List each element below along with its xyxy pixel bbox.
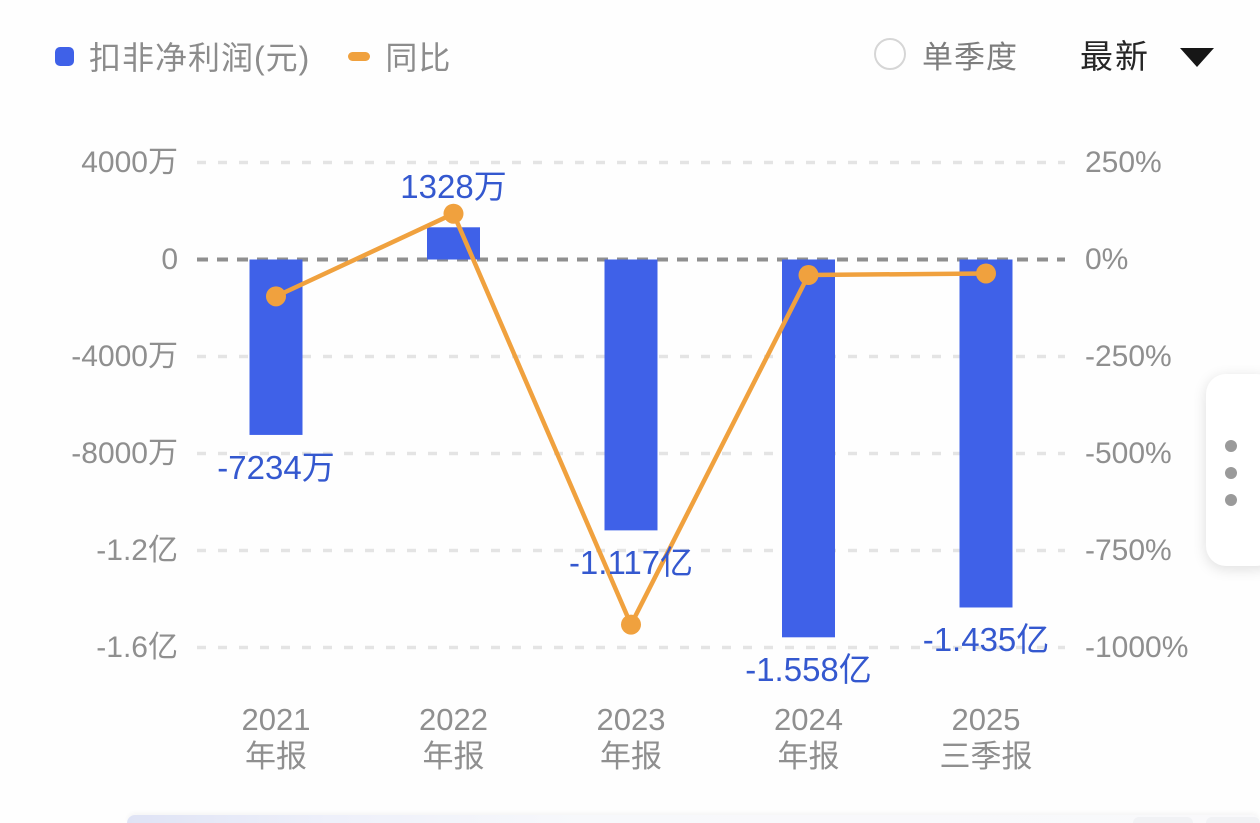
x-label-year: 2022 (419, 702, 488, 737)
left-axis-tick: -1.2亿 (96, 533, 178, 567)
right-axis-tick: 0% (1085, 242, 1129, 276)
x-label-period: 年报 (245, 739, 307, 774)
line-series-swatch-icon (348, 51, 371, 61)
x-label-period: 三季报 (939, 739, 1033, 774)
x-axis-label: 2022 年报 (369, 701, 539, 775)
next-card-tab (1206, 817, 1260, 823)
side-drag-handle[interactable] (1206, 374, 1260, 566)
x-label-period: 年报 (600, 739, 662, 774)
x-label-year: 2021 (241, 702, 311, 737)
x-label-period: 年报 (777, 739, 840, 774)
yoy-point[interactable] (976, 263, 996, 284)
handle-dot-icon (1225, 467, 1237, 479)
right-axis-tick: 250% (1085, 145, 1162, 179)
chart-controls: 单季度 最新 (874, 30, 1214, 78)
profit-bar[interactable] (782, 259, 835, 638)
profit-bar[interactable] (959, 259, 1013, 608)
legend-label-yoy: 同比 (385, 40, 452, 76)
single-quarter-radio[interactable] (874, 38, 906, 70)
left-axis-tick: -4000万 (71, 339, 178, 373)
next-card-tab (1133, 817, 1193, 823)
yoy-point[interactable] (798, 265, 819, 286)
bar-value-label: 1328万 (400, 167, 507, 205)
x-label-year: 2023 (596, 702, 666, 737)
legend-item-profit[interactable]: 扣非净利润(元) (55, 33, 310, 79)
x-label-period: 年报 (422, 739, 485, 774)
left-axis-tick: 4000万 (81, 145, 178, 179)
left-axis-tick: -1.6亿 (96, 630, 178, 664)
right-axis-tick: -500% (1085, 436, 1172, 470)
x-axis-label: 2025 三季报 (901, 701, 1071, 775)
handle-dot-icon (1225, 494, 1237, 506)
right-axis-tick: -750% (1085, 533, 1172, 567)
caret-down-icon[interactable] (1180, 47, 1214, 67)
bar-value-label: -1.558亿 (745, 651, 872, 689)
x-label-year: 2024 (774, 702, 843, 737)
bar-value-label: -1.435亿 (922, 621, 1050, 659)
x-axis-label: 2024 年报 (724, 701, 894, 775)
single-quarter-label[interactable]: 单季度 (922, 39, 1018, 75)
bar-value-label: -1.117亿 (568, 544, 694, 582)
legend-item-yoy[interactable]: 同比 (348, 33, 451, 79)
profit-bar[interactable] (604, 259, 658, 531)
yoy-point[interactable] (443, 203, 464, 224)
x-axis-label: 2021 年报 (191, 701, 361, 775)
legend-label-profit: 扣非净利润(元) (89, 40, 311, 76)
left-axis-tick: 0 (161, 242, 178, 276)
yoy-point[interactable] (266, 286, 286, 307)
yoy-point[interactable] (621, 614, 641, 635)
left-axis-tick: -8000万 (71, 436, 178, 470)
bar-value-label: -7234万 (217, 448, 335, 486)
chart-legend: 扣非净利润(元) 同比 (55, 36, 451, 76)
handle-dot-icon (1225, 440, 1237, 452)
x-label-year: 2025 (951, 702, 1021, 737)
right-axis-tick: -1000% (1085, 630, 1189, 664)
next-card-edge (127, 815, 1260, 823)
period-dropdown[interactable]: 最新 (1080, 38, 1150, 75)
bar-series-swatch-icon (55, 46, 74, 66)
x-axis-label: 2023 年报 (546, 701, 716, 775)
right-axis-tick: -250% (1085, 339, 1172, 373)
